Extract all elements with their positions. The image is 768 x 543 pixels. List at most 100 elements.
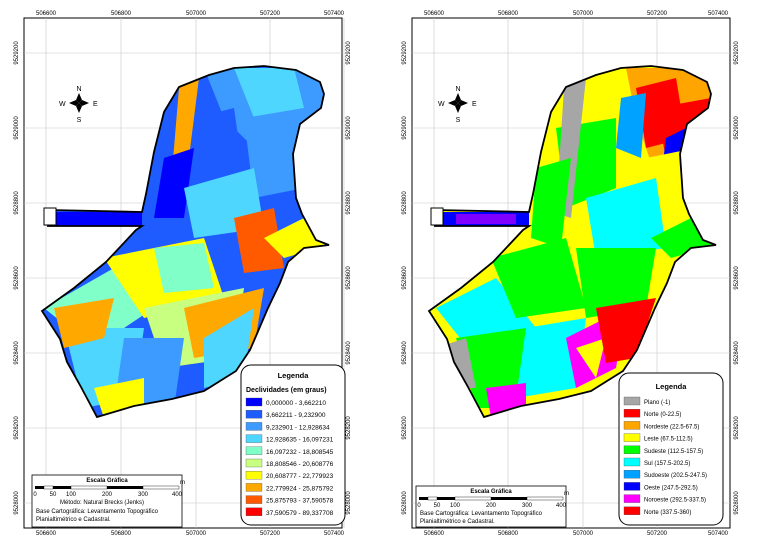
y-tick-label: 9529000 bbox=[346, 116, 352, 140]
scale-tick: 200 bbox=[486, 503, 497, 509]
scale-tick: 0 bbox=[33, 492, 37, 498]
west-label: W bbox=[59, 101, 66, 108]
y-tick-label: 9528000 bbox=[14, 491, 20, 515]
x-tick-label: 507400 bbox=[324, 531, 345, 536]
scale-title: Escala Gráfica bbox=[470, 489, 512, 495]
x-tick-label: 506800 bbox=[111, 531, 132, 536]
west-label: W bbox=[438, 101, 445, 108]
y-tick-label: 9528400 bbox=[734, 341, 740, 365]
north-arrow: N S E W bbox=[438, 86, 477, 124]
aspect-map: 506600 506800 507000 507200 507400 50660… bbox=[402, 11, 740, 536]
study-area-outline bbox=[427, 65, 717, 419]
legend-label: 16,097232 - 18,808545 bbox=[266, 449, 334, 456]
road-stub bbox=[430, 207, 444, 226]
y-tick-label: 9528200 bbox=[14, 416, 20, 440]
x-tick-labels-top: 506600 506800 507000 507200 507400 bbox=[424, 11, 729, 17]
x-tick-labels-bottom: 506600 506800 507000 507200 507400 bbox=[424, 531, 729, 536]
y-tick-label: 9529200 bbox=[402, 41, 408, 65]
x-tick-label: 507200 bbox=[260, 11, 281, 17]
legend-swatch bbox=[245, 483, 263, 492]
x-tick-label: 507400 bbox=[324, 11, 345, 17]
south-label: S bbox=[77, 117, 82, 124]
scale-tick: 50 bbox=[434, 503, 441, 509]
x-tick-label: 506600 bbox=[36, 11, 57, 17]
y-tick-label: 9528600 bbox=[402, 266, 408, 290]
study-area-outline bbox=[40, 65, 330, 419]
y-tick-label: 9529000 bbox=[734, 116, 740, 140]
legend-swatch bbox=[245, 422, 263, 431]
x-tick-label: 507000 bbox=[573, 11, 594, 17]
legend-swatch bbox=[623, 470, 641, 479]
y-tick-labels-right: 9528000 9528200 9528400 9528600 9528800 … bbox=[346, 41, 352, 515]
legend-swatch bbox=[245, 471, 263, 480]
x-tick-label: 506600 bbox=[36, 531, 57, 536]
y-tick-label: 9528600 bbox=[346, 266, 352, 290]
legend-label: 3,662211 - 9,232900 bbox=[266, 412, 326, 419]
scale-unit: m bbox=[180, 480, 185, 486]
legend-label: Nordeste (22.5-67.5) bbox=[644, 424, 699, 430]
y-tick-label: 9528600 bbox=[734, 266, 740, 290]
north-label: N bbox=[76, 86, 81, 93]
y-tick-label: 9528800 bbox=[402, 191, 408, 215]
legend-label: 22,779924 - 25,875792 bbox=[266, 485, 334, 492]
legend-swatch bbox=[623, 482, 641, 491]
y-tick-label: 9528400 bbox=[14, 341, 20, 365]
scale-bar bbox=[419, 496, 564, 501]
legend-label: Norte (0-22.5) bbox=[644, 412, 681, 418]
legend-label: 0,000000 - 3,662210 bbox=[266, 400, 326, 407]
legend-swatch bbox=[245, 495, 263, 504]
scale-box: Escala Gráfica m 0 50 100 200 300 400 Ba… bbox=[415, 485, 569, 528]
y-tick-label: 9528400 bbox=[346, 341, 352, 365]
x-tick-label: 507200 bbox=[647, 11, 668, 17]
legend-swatch bbox=[245, 507, 263, 516]
slope-map: 506600 506800 507000 507200 507400 50660… bbox=[14, 11, 352, 536]
y-tick-label: 9528000 bbox=[402, 491, 408, 515]
legend-swatch bbox=[245, 434, 263, 443]
legend-swatch bbox=[245, 446, 263, 455]
base-cartografica-line2: Planialtimétrico e Cadastral. bbox=[36, 517, 111, 523]
y-tick-labels-left: 9528000 9528200 9528400 9528600 9528800 … bbox=[402, 41, 408, 515]
east-label: E bbox=[93, 101, 98, 108]
legend-label: Sudoeste (202.5-247.5) bbox=[644, 473, 707, 479]
x-tick-labels-bottom: 506600 506800 507000 507200 507400 bbox=[36, 531, 345, 536]
y-tick-label: 9528000 bbox=[734, 491, 740, 515]
north-label: N bbox=[455, 86, 460, 93]
scale-tick: 200 bbox=[102, 492, 113, 498]
legend-items: 0,000000 - 3,662210 3,662211 - 9,232900 9,… bbox=[245, 397, 334, 517]
legend-label: 18,808546 - 20,608776 bbox=[266, 461, 334, 468]
legend-swatch bbox=[623, 396, 641, 406]
legend-swatch bbox=[623, 409, 641, 418]
legend-label: 9,232901 - 12,928634 bbox=[266, 424, 330, 431]
legend-swatch bbox=[623, 494, 641, 503]
legend-label: 37,590579 - 89,337708 bbox=[266, 510, 334, 517]
slope-map-panel: 506600 506800 507000 507200 507400 50660… bbox=[4, 8, 364, 536]
y-tick-label: 9528800 bbox=[14, 191, 20, 215]
scale-tick: 300 bbox=[138, 492, 149, 498]
y-tick-label: 9528800 bbox=[346, 191, 352, 215]
scale-unit: m bbox=[564, 491, 569, 497]
legend-swatch bbox=[623, 457, 641, 467]
legend-swatch bbox=[245, 397, 263, 407]
y-tick-labels-left: 9528000 9528200 9528400 9528600 9528800 … bbox=[14, 41, 20, 515]
scale-tick: 300 bbox=[522, 503, 533, 509]
x-tick-label: 506600 bbox=[424, 531, 445, 536]
x-tick-label: 506800 bbox=[498, 531, 519, 536]
x-tick-label: 507000 bbox=[573, 531, 594, 536]
scale-bar bbox=[35, 485, 180, 490]
x-tick-label: 506800 bbox=[111, 11, 132, 17]
legend-label: Sul (157.5-202.5) bbox=[644, 461, 690, 467]
legend-label: Plano (-1) bbox=[644, 400, 670, 406]
legend-box: Legenda Plano (-1) Norte (0-22.5) Nordeste… bbox=[618, 372, 724, 526]
base-cartografica-line2: Planialtimétrico e Cadastral. bbox=[420, 519, 495, 525]
y-tick-label: 9528600 bbox=[14, 266, 20, 290]
legend-swatch bbox=[245, 410, 263, 419]
method-note: Método: Natural Brecks (Jenks) bbox=[60, 500, 144, 506]
y-tick-label: 9528200 bbox=[346, 416, 352, 440]
y-tick-label: 9528400 bbox=[402, 341, 408, 365]
road-stub bbox=[43, 207, 57, 226]
scale-tick: 100 bbox=[450, 503, 461, 509]
legend-label: 12,928635 - 16,097231 bbox=[266, 437, 334, 444]
north-arrow: N S E W bbox=[59, 86, 98, 124]
legend-label: 25,875793 - 37,590578 bbox=[266, 498, 334, 505]
legend-label: Norte (337.5-360) bbox=[644, 510, 691, 516]
